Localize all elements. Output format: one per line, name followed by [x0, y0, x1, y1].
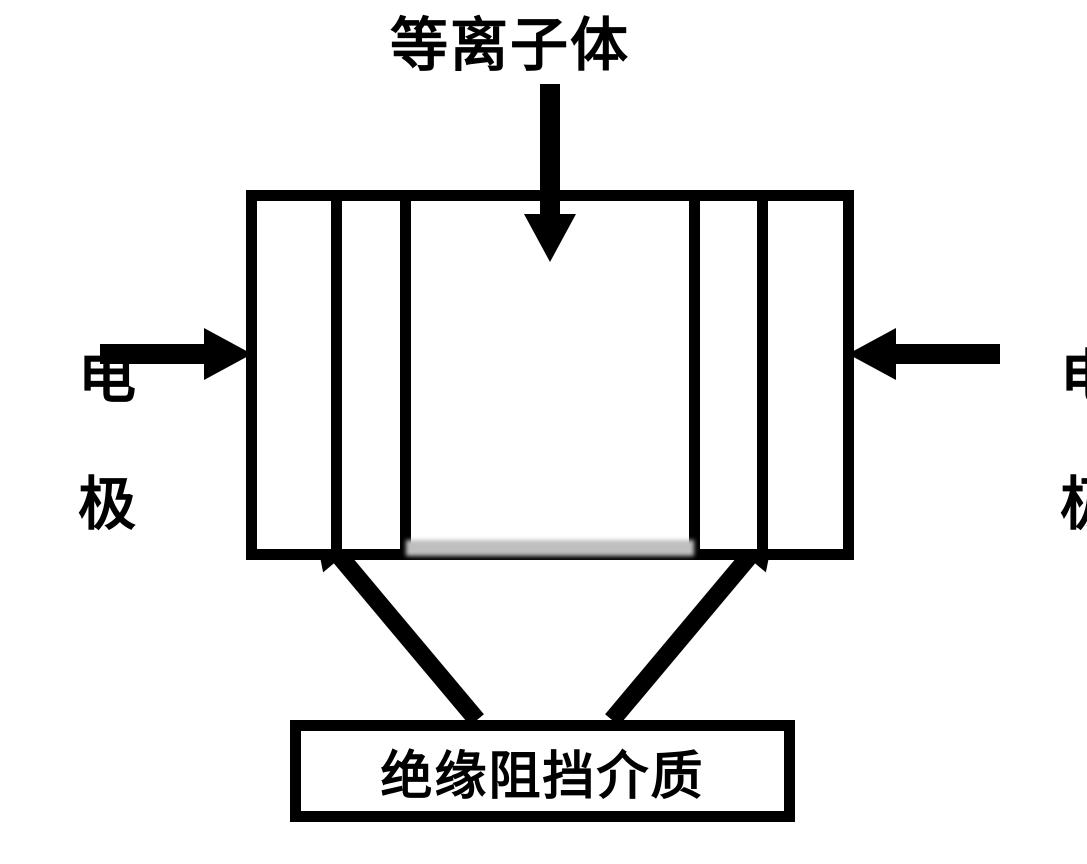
arrowhead-icon [524, 214, 576, 262]
plasma-label: 等离子体 [390, 14, 630, 78]
electrode-label-left: 电 极 [20, 282, 90, 601]
dielectric-barrier-right [689, 190, 768, 560]
arrow-to-electrode-left [100, 332, 255, 376]
arrow-shaft [100, 344, 212, 364]
arrowhead-icon [204, 328, 252, 380]
arrow-shaft [540, 84, 560, 224]
dielectric-barrier-label: 绝缘阻挡介质 [380, 734, 704, 809]
electrode-left [246, 190, 342, 560]
dielectric-barrier-label-box: 绝缘阻挡介质 [290, 720, 795, 822]
electrode-label-left-2: 极 [78, 472, 136, 537]
arrow-to-electrode-right [844, 332, 999, 376]
arrow-shaft [605, 546, 760, 726]
arrow-shaft [888, 344, 1000, 364]
arrowhead-icon [848, 328, 896, 380]
electrode-label-right: 电 极 [1002, 282, 1072, 601]
electrode-right [757, 190, 854, 560]
electrode-label-right-2: 极 [1060, 472, 1087, 537]
arrow-to-plasma [530, 84, 570, 264]
arrow-shaft [329, 546, 484, 726]
electrode-label-right-1: 电 [1060, 345, 1087, 410]
plasma-chamber-bottom-shade [406, 540, 694, 556]
diagram-canvas: 等离子体 电 极 电 极 绝缘阻挡介质 [0, 0, 1087, 864]
dielectric-barrier-left [331, 190, 411, 560]
